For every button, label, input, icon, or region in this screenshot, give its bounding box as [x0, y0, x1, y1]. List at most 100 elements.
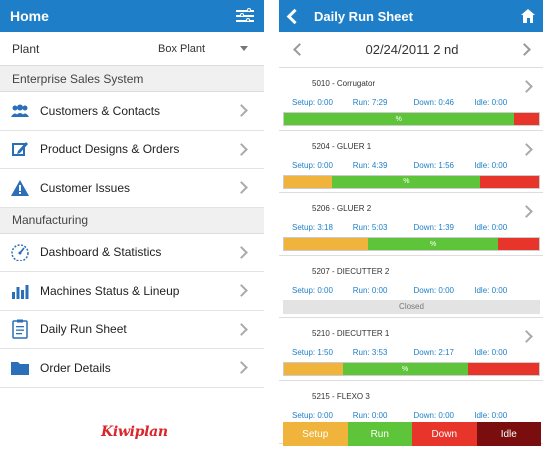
utilization-segment: %: [332, 175, 481, 188]
legend-down[interactable]: Down: [412, 422, 477, 446]
machine-stats: Setup: 0:00 Run: 7:29 Down: 0:46 Idle: 0:00: [292, 98, 535, 107]
utilization-bar: %: [283, 237, 540, 252]
stat-down: Down: 0:46: [413, 98, 454, 107]
menu-item-customers-contacts[interactable]: Customers & Contacts: [0, 92, 264, 131]
stat-run: Run: 7:29: [352, 98, 388, 107]
stat-run: Run: 0:00: [352, 285, 388, 295]
utilization-segment: [498, 238, 539, 251]
stat-down: Down: 1:56: [413, 160, 454, 170]
stat-idle: Idle: 0:00: [474, 348, 508, 358]
utilization-segment: [284, 363, 343, 376]
home-icon[interactable]: [521, 9, 535, 23]
machine-stats: Setup: 0:00 Run: 0:00 Down: 0:00 Idle: 0:00: [292, 286, 535, 295]
menu-item-machines-status-lineup[interactable]: Machines Status & Lineup: [0, 272, 264, 311]
utilization-segment: %: [284, 113, 514, 125]
gauge-icon: [9, 242, 31, 262]
menu-item-product-designs-orders[interactable]: Product Designs & Orders: [0, 131, 264, 169]
menu-item-label: Daily Run Sheet: [40, 322, 127, 337]
bar-chart-icon: [9, 281, 31, 301]
panel-divider: [264, 0, 279, 450]
chevron-right-icon: [235, 142, 248, 156]
menu-item-label: Product Designs & Orders: [40, 142, 180, 157]
machine-name: 5210 - DIECUTTER 1: [312, 329, 390, 339]
legend-run[interactable]: Run: [347, 422, 412, 446]
machine-list: 5010 - Corrugator Setup: 0:00 Run: 7:29 Dow…: [279, 68, 543, 444]
warning-icon: [9, 178, 31, 198]
closed-status-bar: Closed: [283, 299, 540, 314]
machine-stats: Setup: 0:00 Run: 0:00 Down: 0:00 Idle: 0:00: [292, 411, 535, 420]
utilization-segment: [513, 113, 539, 125]
run-sheet-header: Daily Run Sheet: [279, 0, 543, 32]
chevron-right-icon: [235, 245, 248, 259]
stat-setup: Setup: 0:00: [292, 160, 333, 170]
menu-item-label: Customers & Contacts: [40, 103, 161, 118]
folder-icon: [9, 358, 31, 378]
stat-idle: Idle: 0:00: [474, 223, 508, 233]
utilization-bar: %: [283, 362, 540, 377]
menu-item-label: Customer Issues: [40, 180, 131, 195]
menu-item-label: Dashboard & Statistics: [40, 245, 162, 260]
menu-item-dashboard-statistics[interactable]: Dashboard & Statistics: [0, 234, 264, 272]
stat-setup: Setup: 3:18: [292, 223, 333, 233]
chevron-right-icon[interactable]: [520, 80, 533, 93]
utilization-segment: %: [342, 363, 468, 376]
previous-date-icon[interactable]: [293, 43, 306, 56]
plant-value[interactable]: Box Plant: [158, 42, 206, 55]
utilization-segment: [284, 238, 369, 251]
contacts-icon: [9, 101, 31, 121]
dropdown-caret-icon[interactable]: [240, 46, 248, 51]
menu-item-customer-issues[interactable]: Customer Issues: [0, 169, 264, 208]
section-header-sales: Enterprise Sales System: [0, 66, 264, 92]
stat-idle: Idle: 0:00: [474, 98, 508, 107]
chevron-right-icon: [235, 322, 248, 336]
utilization-segment: [284, 175, 333, 188]
stat-setup: Setup: 0:00: [292, 98, 333, 107]
utilization-segment: %: [368, 238, 499, 251]
stat-idle: Idle: 0:00: [474, 160, 508, 170]
settings-sliders-icon[interactable]: [236, 8, 254, 23]
stat-run: Run: 4:39: [352, 160, 388, 170]
machine-name: 5204 - GLUER 1: [312, 141, 372, 151]
stat-setup: Setup: 0:00: [292, 410, 333, 420]
utilization-segment: [480, 175, 539, 188]
chevron-right-icon[interactable]: [520, 330, 533, 344]
stat-run: Run: 3:53: [352, 348, 388, 358]
chevron-right-icon: [235, 284, 248, 298]
stat-idle: Idle: 0:00: [474, 285, 508, 295]
menu-item-label: Machines Status & Lineup: [40, 283, 180, 298]
menu-item-order-details[interactable]: Order Details: [0, 349, 264, 388]
legend-idle[interactable]: Idle: [476, 422, 541, 446]
home-header: Home: [0, 0, 264, 32]
machine-row[interactable]: 5204 - GLUER 1 Setup: 0:00 Run: 4:39 Down: …: [279, 131, 543, 194]
stat-down: Down: 2:17: [413, 348, 454, 358]
chevron-right-icon[interactable]: [520, 142, 533, 156]
run-sheet-title: Daily Run Sheet: [314, 8, 413, 24]
next-date-icon[interactable]: [518, 43, 531, 56]
chevron-right-icon: [235, 104, 248, 118]
back-arrow-icon[interactable]: [286, 8, 303, 24]
stat-idle: Idle: 0:00: [474, 410, 508, 420]
utilization-bar: %: [283, 112, 540, 126]
chevron-right-icon: [235, 181, 248, 195]
status-legend: Setup Run Down Idle: [283, 422, 541, 446]
machine-name: 5215 - FLEXO 3: [312, 391, 370, 401]
utilization-bar: %: [283, 174, 540, 189]
current-date: 02/24/2011 2 nd: [365, 42, 459, 57]
edit-icon: [9, 139, 31, 159]
stat-run: Run: 0:00: [352, 410, 388, 420]
legend-setup[interactable]: Setup: [283, 422, 348, 446]
menu-item-label: Order Details: [40, 360, 111, 375]
machine-row[interactable]: 5206 - GLUER 2 Setup: 3:18 Run: 5:03 Down: …: [279, 193, 543, 256]
menu-item-daily-run-sheet[interactable]: Daily Run Sheet: [0, 311, 264, 349]
utilization-segment: [467, 363, 539, 376]
stat-down: Down: 1:39: [413, 223, 454, 233]
plant-selector[interactable]: Plant Box Plant: [0, 32, 264, 66]
date-navigator: 02/24/2011 2 nd: [279, 32, 543, 68]
chevron-right-icon[interactable]: [520, 205, 533, 219]
machine-row[interactable]: 5210 - DIECUTTER 1 Setup: 1:50 Run: 3:53 Do…: [279, 318, 543, 381]
machine-name: 5207 - DIECUTTER 2: [312, 266, 390, 276]
machine-row[interactable]: 5010 - Corrugator Setup: 0:00 Run: 7:29 Dow…: [279, 68, 543, 131]
stat-run: Run: 5:03: [352, 223, 388, 233]
home-panel: Home Plant Box Plant Enterprise Sales Sy…: [0, 0, 264, 450]
clipboard-icon: [9, 319, 31, 339]
